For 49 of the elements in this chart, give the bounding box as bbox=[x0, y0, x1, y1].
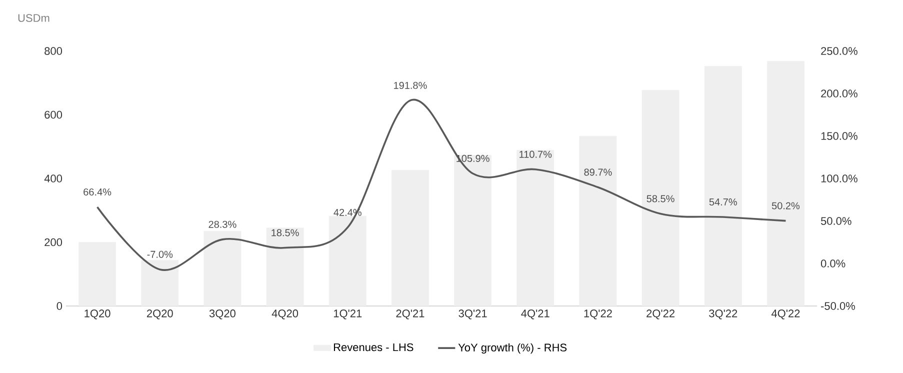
x-tick-label: 1Q20 bbox=[84, 310, 110, 320]
data-label: 50.2% bbox=[772, 202, 800, 210]
legend-label: Revenues - LHS bbox=[334, 343, 414, 352]
bar bbox=[392, 170, 429, 306]
legend-label: YoY growth (%) - RHS bbox=[458, 343, 567, 354]
y2-tick-label: 50.0% bbox=[820, 217, 852, 225]
data-label: 66.4% bbox=[84, 188, 112, 196]
y-tick-label: 600 bbox=[44, 110, 62, 119]
y2-tick-label: 100.0% bbox=[821, 174, 858, 182]
y-tick-label: 400 bbox=[44, 174, 62, 182]
x-tick-label: 3Q20 bbox=[209, 310, 236, 320]
bar bbox=[704, 66, 742, 306]
x-tick-label: 3Q'22 bbox=[709, 310, 738, 320]
bar bbox=[642, 90, 680, 306]
data-label: 191.8% bbox=[394, 82, 427, 89]
x-tick-label: 4Q'21 bbox=[521, 310, 550, 320]
y-tick-label: 0 bbox=[56, 302, 62, 310]
bar bbox=[767, 61, 804, 306]
x-tick-label: 3Q'21 bbox=[458, 310, 487, 320]
y2-tick-label: 250.0% bbox=[821, 47, 858, 55]
data-label: 18.5% bbox=[272, 229, 299, 236]
x-tick-label: 2Q'22 bbox=[646, 310, 674, 320]
x-tick-label: 1Q'22 bbox=[584, 310, 612, 320]
bar bbox=[328, 216, 366, 306]
data-label: 28.3% bbox=[208, 220, 236, 228]
x-tick-label: 1Q'21 bbox=[334, 310, 362, 320]
bar bbox=[204, 230, 242, 306]
y-tick-label: 800 bbox=[44, 47, 62, 55]
bar bbox=[454, 155, 492, 306]
bar bbox=[516, 150, 554, 306]
x-tick-label: 4Q'22 bbox=[771, 310, 800, 320]
data-label: 110.7% bbox=[520, 150, 552, 158]
data-label: 58.5% bbox=[646, 195, 674, 202]
bar bbox=[579, 136, 617, 306]
x-tick-label: 2Q20 bbox=[146, 310, 173, 320]
y2-tick-label: 0.0% bbox=[820, 260, 846, 268]
y2-tick-label: 200.0% bbox=[821, 90, 858, 98]
y-tick-label: 200 bbox=[44, 238, 62, 246]
bar bbox=[141, 260, 179, 306]
y2-tick-label: -50.0% bbox=[821, 302, 855, 310]
bar bbox=[266, 228, 304, 306]
y2-tick-label: 150.0% bbox=[821, 132, 858, 140]
bar bbox=[78, 242, 116, 306]
y-axis-title: USDm bbox=[18, 14, 50, 22]
data-label: 89.7% bbox=[584, 168, 612, 176]
x-tick-label: 2Q'21 bbox=[396, 310, 424, 320]
data-label: -7.0% bbox=[147, 250, 173, 258]
data-label: 54.7% bbox=[709, 198, 737, 206]
x-tick-label: 4Q20 bbox=[272, 310, 298, 320]
